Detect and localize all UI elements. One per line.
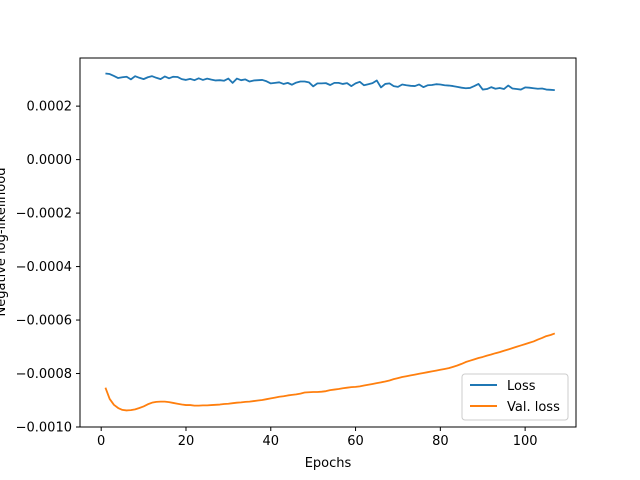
legend-label-val-loss: Val. loss — [507, 400, 560, 415]
x-tick-label: 60 — [347, 434, 364, 449]
y-axis-label: Negative log-likelihood — [0, 168, 9, 317]
plot-area — [79, 57, 577, 428]
x-tick-label: 40 — [262, 434, 279, 449]
series-line-val-loss — [104, 332, 556, 412]
series-layer — [104, 72, 556, 412]
x-tick-label: 0 — [97, 434, 105, 449]
legend-label-loss: Loss — [507, 379, 536, 394]
series-line-loss — [105, 72, 555, 91]
x-tick-label: 20 — [178, 434, 195, 449]
axes-frame — [79, 57, 577, 428]
x-tick-label: 100 — [513, 434, 538, 449]
y-tick-label: −0.0004 — [16, 260, 72, 275]
y-tick-label: 0.0000 — [27, 153, 73, 168]
y-tick-label: −0.0008 — [16, 367, 72, 382]
legend: Loss Val. loss — [461, 373, 569, 421]
y-tick-label: −0.0010 — [16, 421, 72, 436]
y-axis-ticks: −0.0010 −0.0008 −0.0006 −0.0004 −0.0002 0.000… — [16, 100, 80, 436]
x-tick-label: 80 — [432, 434, 449, 449]
y-tick-label: −0.0002 — [16, 207, 72, 222]
x-axis-label: Epochs — [305, 456, 352, 471]
y-tick-label: −0.0006 — [16, 314, 72, 329]
x-axis-ticks: 0 20 40 60 80 100 — [97, 427, 538, 449]
y-tick-label: 0.0002 — [27, 100, 73, 115]
